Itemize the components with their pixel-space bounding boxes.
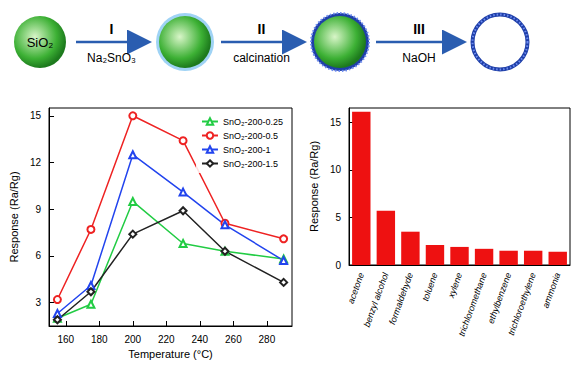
svg-text:SnO₂-200-0.5: SnO₂-200-0.5 <box>223 131 278 141</box>
svg-text:180: 180 <box>91 334 108 345</box>
svg-text:12: 12 <box>30 157 42 168</box>
svg-text:SnO₂-200-1: SnO₂-200-1 <box>223 145 271 155</box>
svg-text:10: 10 <box>330 164 342 175</box>
svg-text:280: 280 <box>259 334 276 345</box>
svg-text:SiO₂: SiO₂ <box>27 35 54 50</box>
svg-text:benzyl alcohol: benzyl alcohol <box>362 270 391 328</box>
svg-text:240: 240 <box>191 334 208 345</box>
svg-text:15: 15 <box>30 110 42 121</box>
svg-text:SnO₂-200-1.5: SnO₂-200-1.5 <box>223 159 278 169</box>
svg-text:III: III <box>413 21 425 37</box>
svg-text:9: 9 <box>35 204 41 215</box>
svg-text:formaldehyde: formaldehyde <box>387 271 415 326</box>
svg-text:II: II <box>258 21 266 37</box>
svg-text:Response (Ra/Rg): Response (Ra/Rg) <box>308 141 320 232</box>
svg-text:trichloromethane: trichloromethane <box>456 271 488 337</box>
svg-text:5: 5 <box>335 212 341 223</box>
svg-text:calcination: calcination <box>233 51 290 65</box>
svg-text:trichloroethylene: trichloroethylene <box>506 271 538 336</box>
svg-text:200: 200 <box>124 334 141 345</box>
svg-text:220: 220 <box>158 334 175 345</box>
svg-text:ethylbenzene: ethylbenzene <box>486 271 514 325</box>
svg-text:6: 6 <box>35 250 41 261</box>
svg-text:ammonia: ammonia <box>540 271 562 309</box>
svg-text:160: 160 <box>57 334 74 345</box>
svg-text:acetone: acetone <box>346 271 366 305</box>
svg-text:Na₂SnO₃: Na₂SnO₃ <box>87 51 136 65</box>
svg-text:3: 3 <box>35 297 41 308</box>
svg-text:Temperature (°C): Temperature (°C) <box>128 348 212 360</box>
svg-text:260: 260 <box>225 334 242 345</box>
svg-text:0: 0 <box>335 260 341 271</box>
svg-text:xylene: xylene <box>446 271 465 300</box>
svg-text:SnO₂-200-0.25: SnO₂-200-0.25 <box>223 117 283 127</box>
svg-text:I: I <box>110 21 114 37</box>
svg-text:NaOH: NaOH <box>402 51 435 65</box>
svg-text:Response (Ra/Rg): Response (Ra/Rg) <box>8 171 20 262</box>
svg-text:15: 15 <box>330 117 342 128</box>
svg-text:toluene: toluene <box>420 271 439 302</box>
